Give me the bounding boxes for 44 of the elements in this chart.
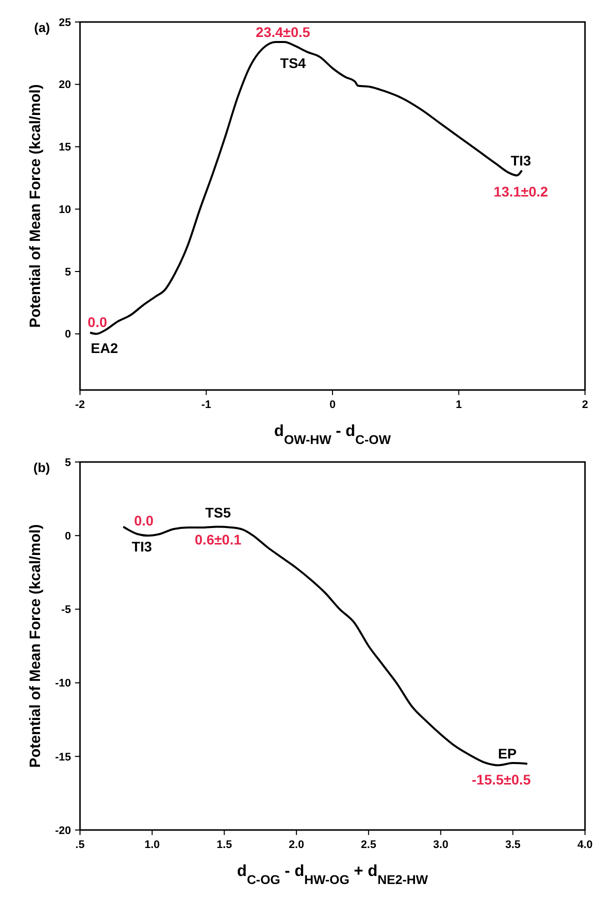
y-tick-label: -15 [55,751,71,764]
y-tick-label: 20 [58,79,71,92]
y-tick-label: 0 [64,530,71,542]
x-tick-label: 2.0 [288,839,304,851]
y-tick-label: 25 [58,16,71,29]
x-tick-label: 1 [456,399,462,411]
annotation: TS4 [280,54,306,71]
x-tick-label: 3.5 [505,839,521,851]
x-tick-label: -1 [201,399,212,411]
x-tick-label: 2.5 [360,839,376,851]
y-tick-label: -20 [55,824,71,837]
annotation: EA2 [90,340,118,356]
x-axis-title: d$_{C-OG}$ - d$_{HW-OG}$ + d$_{NE2-HW}$ [237,863,429,886]
annotation: TI3 [510,152,532,168]
y-tick-label: 5 [64,266,71,278]
y-tick-label: -10 [55,678,71,690]
y-axis-title: Potential of Mean Force (kcal/mol) [27,84,44,328]
x-tick-label: 2 [582,399,588,411]
x-tick-label: 3.0 [433,839,448,851]
x-tick-label: 1.0 [144,839,160,851]
x-tick-label: -2 [75,399,85,411]
line-series [122,526,528,766]
y-tick-label: -5 [61,604,71,616]
y-axis-title: Potential of Mean Force (kcal/mol) [27,524,44,768]
annotation: 0.6±0.1 [194,532,242,548]
annotation: 0.0 [134,512,154,528]
x-tick-label: 1.5 [216,839,232,851]
annotation: TS5 [205,504,232,521]
x-tick-label: .5 [75,839,85,851]
x-tick-label: 4.0 [577,839,593,851]
y-tick-label: 10 [58,204,71,216]
chart-title: (a) [34,20,50,35]
annotation: 23.4±0.5 [256,24,310,40]
annotation: 0.0 [88,314,108,330]
y-tick-label: 15 [58,142,71,154]
x-axis-title: d$_{OW-HW}$ - d$_{C-OW}$ [274,423,392,446]
chart-title: (b) [33,460,50,475]
annotation: -15.5±0.5 [472,772,532,788]
annotation: 13.1±0.2 [494,183,548,200]
y-tick-label: 0 [64,328,71,341]
x-tick-label: 0 [329,399,336,411]
annotation: TI3 [132,538,152,554]
y-tick-label: 5 [64,456,71,469]
annotation: EP [498,746,517,762]
